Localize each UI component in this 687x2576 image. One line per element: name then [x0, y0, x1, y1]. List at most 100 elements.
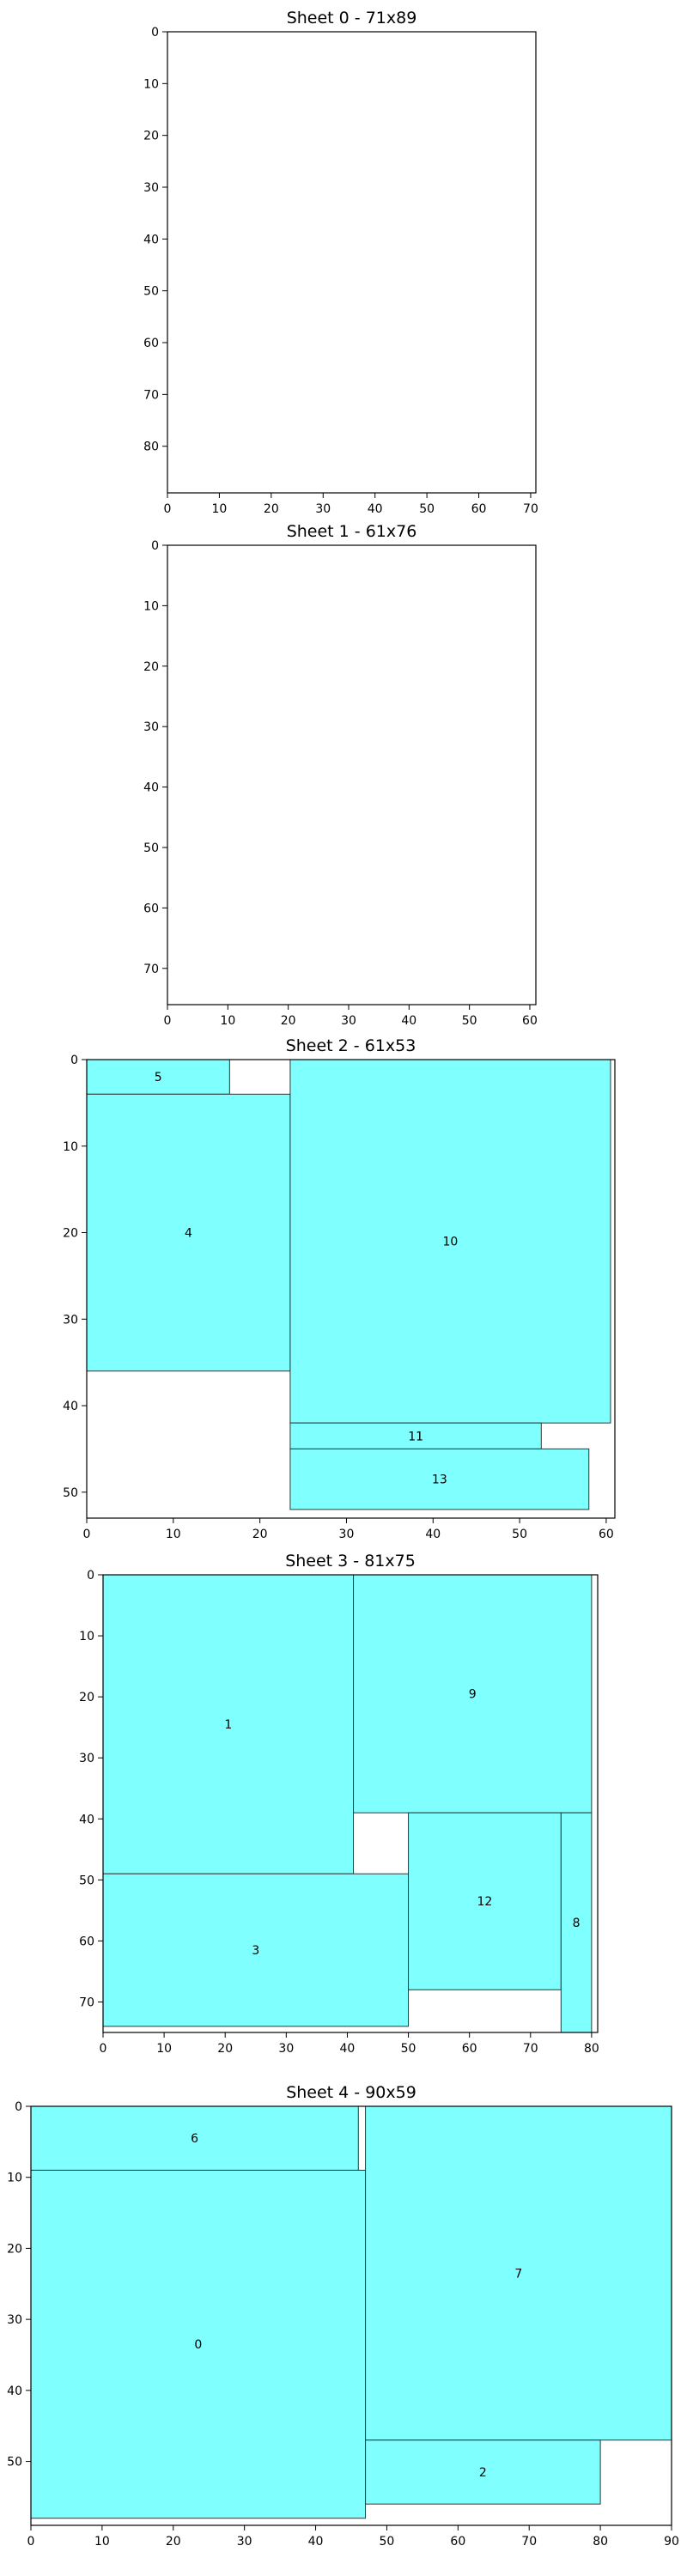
packed-rect-6 — [30, 2105, 359, 2171]
x-tick-label: 60 — [462, 2042, 477, 2056]
sheet-title: Sheet 2 - 61x53 — [286, 1036, 416, 1055]
x-tick-label: 80 — [584, 2042, 599, 2056]
x-tick-label: 10 — [94, 2535, 110, 2549]
rect-label: 13 — [432, 1473, 447, 1487]
y-tick-label: 40 — [143, 233, 159, 246]
packed-rect-9 — [353, 1574, 593, 1814]
rect-label: 12 — [477, 1895, 493, 1909]
rect-label: 4 — [185, 1227, 192, 1241]
x-tick-label: 40 — [368, 502, 383, 516]
packed-rect-5 — [86, 1059, 230, 1095]
x-tick-label: 10 — [220, 1014, 235, 1028]
rect-label: 3 — [252, 1944, 259, 1958]
y-tick-label: 60 — [143, 902, 159, 915]
x-tick-label: 10 — [156, 2042, 172, 2056]
y-tick-label: 40 — [79, 1813, 94, 1826]
sheet-title: Sheet 3 - 81x75 — [285, 1552, 416, 1571]
x-tick-label: 0 — [27, 2535, 35, 2549]
x-tick-label: 40 — [340, 2042, 356, 2056]
x-tick-label: 40 — [308, 2535, 324, 2549]
rect-label: 10 — [443, 1236, 459, 1249]
y-tick-label: 40 — [7, 2385, 22, 2398]
rect-label: 1 — [224, 1718, 232, 1732]
sheet-panel-2: Sheet 2 - 61x53 5 4 10 11 13 0 10 20 30 40 50 60 0 10 2… — [63, 1036, 616, 1541]
y-tick-label: 30 — [143, 181, 159, 195]
y-tick-label: 40 — [143, 781, 159, 795]
y-tick-label: 20 — [7, 2242, 22, 2256]
y-tick-label: 70 — [143, 963, 159, 976]
x-tick-label: 30 — [339, 1528, 355, 1541]
y-tick-label: 50 — [143, 841, 159, 855]
rect-label: 9 — [469, 1688, 477, 1702]
packed-rect-4 — [86, 1093, 291, 1372]
y-tick-label: 70 — [143, 388, 159, 402]
rect-label: 7 — [514, 2267, 522, 2281]
x-tick-label: 40 — [425, 1528, 441, 1541]
x-tick-label: 10 — [212, 502, 228, 516]
x-tick-label: 50 — [401, 2042, 416, 2056]
packed-rect-7 — [365, 2105, 672, 2441]
x-tick-label: 50 — [380, 2535, 395, 2549]
sheet-title: Sheet 4 - 90x59 — [286, 2083, 416, 2102]
axes-frame — [167, 544, 537, 1005]
y-tick-label: 10 — [7, 2172, 22, 2185]
y-tick-label: 30 — [63, 1313, 78, 1327]
axes-frame — [102, 1574, 599, 2033]
y-tick-label: 0 — [151, 539, 159, 553]
rect-label: 8 — [573, 1917, 581, 1930]
y-tick-label: 30 — [79, 1752, 94, 1765]
axes-frame — [30, 2105, 672, 2526]
y-tick-label: 0 — [15, 2100, 22, 2114]
packed-rect-13 — [289, 1448, 590, 1510]
x-tick-label: 20 — [264, 502, 279, 516]
x-tick-label: 20 — [281, 1014, 296, 1028]
y-tick-label: 20 — [143, 130, 159, 143]
x-tick-label: 10 — [166, 1528, 181, 1541]
y-tick-label: 60 — [143, 337, 159, 350]
y-tick-label: 0 — [87, 1569, 94, 1583]
x-tick-label: 20 — [252, 1528, 268, 1541]
rect-label: 0 — [194, 2338, 202, 2352]
packed-rect-2 — [365, 2439, 601, 2505]
x-tick-label: 60 — [450, 2535, 465, 2549]
y-tick-label: 20 — [63, 1227, 78, 1241]
axes-frame — [167, 31, 537, 494]
x-tick-label: 0 — [164, 1014, 172, 1028]
y-tick-label: 10 — [143, 77, 159, 91]
x-tick-label: 60 — [471, 502, 487, 516]
y-tick-label: 80 — [143, 440, 159, 454]
packed-rect-12 — [408, 1812, 562, 1990]
x-tick-label: 70 — [523, 2042, 538, 2056]
y-tick-label: 50 — [79, 1874, 94, 1887]
x-tick-label: 30 — [315, 502, 331, 516]
sheet-title: Sheet 1 - 61x76 — [287, 522, 417, 541]
y-tick-label: 10 — [143, 599, 159, 613]
sheet-panel-1: Sheet 1 - 61x76 0 10 20 30 40 50 60 0 10 20 30 40 50 6… — [143, 522, 538, 1028]
y-tick-label: 30 — [143, 720, 159, 734]
rect-label: 6 — [191, 2132, 198, 2146]
y-tick-label: 40 — [63, 1400, 78, 1413]
packed-rect-11 — [289, 1422, 542, 1449]
x-tick-label: 60 — [599, 1528, 614, 1541]
x-tick-label: 50 — [419, 502, 435, 516]
y-tick-label: 50 — [143, 285, 159, 299]
y-tick-label: 0 — [151, 26, 159, 39]
y-tick-label: 50 — [7, 2456, 22, 2470]
y-tick-label: 50 — [63, 1486, 78, 1500]
packed-rect-3 — [102, 1873, 410, 2027]
rect-label: 11 — [408, 1430, 423, 1443]
x-tick-label: 90 — [664, 2535, 679, 2549]
y-tick-label: 0 — [70, 1054, 78, 1067]
axes-frame — [86, 1059, 616, 1519]
y-tick-label: 20 — [79, 1691, 94, 1704]
x-tick-label: 30 — [237, 2535, 252, 2549]
x-tick-label: 60 — [522, 1014, 538, 1028]
x-tick-label: 40 — [401, 1014, 416, 1028]
y-tick-label: 20 — [143, 660, 159, 674]
packed-rect-1 — [102, 1574, 355, 1874]
y-tick-label: 60 — [79, 1935, 94, 1948]
y-tick-label: 70 — [79, 1996, 94, 2009]
